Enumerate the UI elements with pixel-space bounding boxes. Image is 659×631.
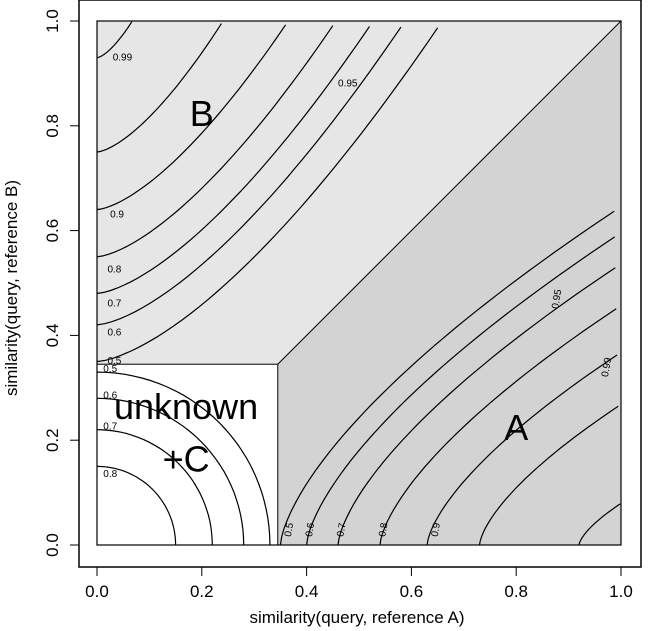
contour-unknown-line [96, 371, 271, 546]
contour-label-a: 0.7 [335, 522, 348, 538]
x-tick-label: 0.6 [400, 582, 424, 601]
contour-label-a: 0.5 [283, 522, 296, 538]
x-tick-label: 0.8 [504, 582, 528, 601]
contour-a-line [379, 308, 617, 546]
contour-b-line [96, 26, 402, 326]
contours-a: 0.5 0.6 0.7 0.8 0.9 0.95 0.99 [279, 210, 621, 546]
y-tick-label: 0.0 [43, 533, 62, 557]
contour-b-line [96, 21, 133, 59]
contour-b-line [96, 24, 287, 211]
region-label-a: A [504, 407, 528, 448]
y-axis: 0.0 0.2 0.4 0.6 0.8 1.0 [43, 9, 80, 557]
contour-unknown-line [96, 465, 177, 546]
contour-label-unknown: 0.6 [103, 390, 117, 401]
x-axis-title: similarity(query, reference A) [249, 608, 464, 627]
contour-label-a: 0.9 [430, 522, 443, 538]
x-axis: 0.0 0.2 0.4 0.6 0.8 1.0 [85, 566, 633, 601]
y-axis-title: similarity(query, reference B) [2, 180, 21, 396]
contour-label-b: 0.7 [107, 299, 121, 310]
contour-a-line [578, 503, 621, 546]
y-tick-label: 0.2 [43, 428, 62, 452]
plot-border [96, 20, 622, 546]
region-label-c: +C [163, 439, 210, 480]
region-b-fill [97, 21, 621, 365]
contour-label-unknown: 0.7 [103, 422, 117, 433]
contour-label-unknown: 0.8 [103, 469, 117, 480]
x-tick-label: 0.2 [190, 582, 214, 601]
contour-label-b: 0.95 [338, 79, 358, 90]
contour-label-a: 0.99 [600, 356, 614, 378]
contour-label-a: 0.6 [304, 522, 317, 538]
region-unknown-fill [96, 363, 279, 546]
contour-a-line [426, 354, 618, 546]
contour-a-line [337, 267, 616, 546]
contour-unknown-line [96, 397, 245, 546]
contour-label-b: 0.5 [107, 356, 121, 367]
contour-b-line [96, 27, 439, 363]
x-tick-label: 0.4 [295, 582, 319, 601]
region-label-unknown: unknown [114, 386, 258, 427]
contour-label-a: 0.8 [377, 522, 390, 538]
contour-b-line [96, 26, 370, 295]
contour-a-line [279, 210, 615, 546]
plot-area: 0.990.950.90.80.70.60.5 0.5 0.6 0.7 0.8 0.90… [96, 20, 622, 546]
contour-label-b: 0.6 [107, 327, 121, 338]
contour-a-line [478, 405, 619, 546]
contour-unknown-line [96, 429, 213, 546]
contour-b-line [96, 23, 222, 153]
y-tick-label: 0.8 [43, 114, 62, 138]
x-tick-label: 1.0 [609, 582, 633, 601]
contour-b-line [96, 25, 334, 258]
region-label-b: B [190, 93, 214, 134]
contour-a-line [306, 236, 616, 546]
contour-label-a: 0.95 [550, 288, 564, 310]
contour-label-b: 0.9 [110, 210, 124, 221]
contours-unknown: 0.5 0.6 0.7 0.8 [96, 364, 271, 546]
contours-b: 0.99 0.95 0.9 0.8 0.7 0.6 0.5 [96, 21, 439, 367]
diagonal-boundary [277, 20, 622, 365]
contour-label-b: 0.99 [113, 52, 133, 63]
x-tick-label: 0.0 [85, 582, 109, 601]
y-tick-label: 0.4 [43, 324, 62, 348]
contour-label-unknown: 0.5 [103, 364, 117, 375]
contour-label-b: 0.8 [107, 265, 121, 276]
y-tick-label: 1.0 [43, 9, 62, 33]
y-tick-label: 0.6 [43, 219, 62, 243]
